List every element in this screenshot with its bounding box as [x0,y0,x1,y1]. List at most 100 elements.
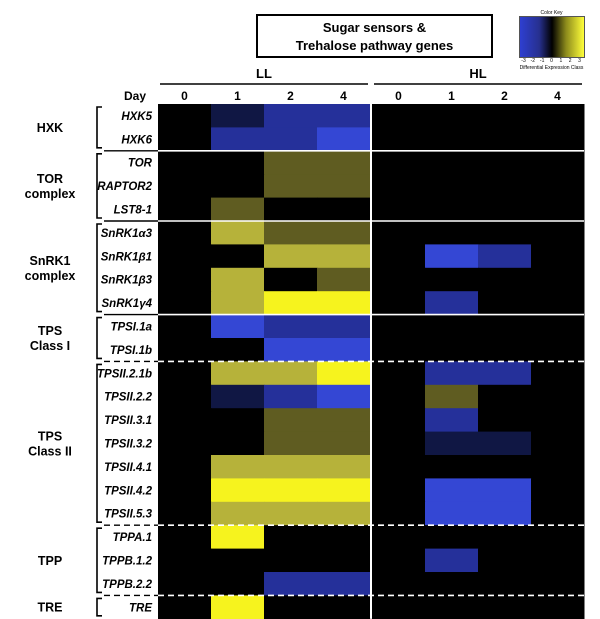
heatmap-cell [264,478,318,503]
heatmap-cell [425,267,479,292]
heatmap-cell [158,244,212,269]
group-bracket [96,597,102,617]
heatmap-cell [317,361,371,386]
gene-label: TPPB.1.2 [102,556,152,568]
heatmap-cell [264,104,318,128]
heatmap-cell [425,221,479,245]
gene-label: RAPTOR2 [97,181,152,193]
color-key-tick: -2 [530,58,536,64]
group-label: complex [25,187,76,201]
heatmap-cell [264,595,318,619]
group-label: Class II [28,444,72,458]
heatmap-cell [264,338,318,362]
heatmap-cell [478,127,532,152]
group-bracket [96,363,102,523]
heatmap-cell [211,104,265,128]
heatmap-cell [158,525,212,550]
heatmap-cell [211,478,265,503]
heatmap-cell [211,197,265,222]
heatmap-cell [211,408,265,433]
heatmap-cell [372,501,426,526]
heatmap-cell [425,595,479,619]
heatmap-cell [317,455,371,479]
gene-label: HXK5 [121,111,152,123]
group-label: SnRK1 [30,254,71,268]
heatmap-cell [317,408,371,433]
gene-label: HXK6 [121,134,152,146]
color-key-tick: -1 [539,58,545,64]
heatmap-cell [211,572,265,596]
day-tick-label: 0 [395,89,402,103]
heatmap-cell [264,384,318,409]
heatmap-cell [531,408,585,433]
heatmap-cell [264,197,318,222]
heatmap-cell [211,384,265,409]
heatmap-cell [264,548,318,573]
group-label: TOR [37,172,63,186]
color-key-tick: 3 [578,58,581,64]
heatmap-cell [211,361,265,386]
day-tick-label: 1 [234,89,241,103]
heatmap-cell [158,197,212,222]
heatmap-cell [531,431,585,456]
heatmap-cell [425,361,479,386]
heatmap-cell [478,525,532,550]
condition-label-hl: HL [469,66,486,81]
group-bracket [96,223,102,313]
heatmap-cell [531,291,585,316]
heatmap-cell [531,478,585,503]
heatmap-cell [372,221,426,245]
gene-label: TPSII.3.1 [104,415,152,427]
color-key-tick: 0 [550,58,553,64]
gene-label: TPSII.4.2 [104,485,153,497]
heatmap-cell [531,127,585,152]
group-label: complex [25,269,76,283]
heatmap-cell [317,291,371,316]
color-key-tick: -3 [521,58,526,64]
heatmap-cell [425,150,479,175]
heatmap-cell [211,455,265,479]
heatmap-cell [372,338,426,362]
color-key-ticks: -3 -2 -1 0 1 2 3 [520,58,584,65]
heatmap-cell [478,244,532,269]
gene-label: TPSI.1b [110,345,152,357]
heatmap-cell [317,525,371,550]
heatmap-cell [372,408,426,433]
heatmap-cell [372,478,426,503]
heatmap-cell [372,174,426,199]
heatmap-cell [264,127,318,152]
gene-label: TPSI.1a [110,322,152,334]
heatmap-cell [158,174,212,199]
heatmap-cell [317,267,371,292]
group-bracket [96,153,102,219]
heatmap-cell [211,431,265,456]
heatmap-cell [531,244,585,269]
heatmap-cell [317,338,371,362]
heatmap-cell [317,244,371,269]
heatmap-cell [372,455,426,479]
heatmap-cell [158,572,212,596]
day-tick-label: 4 [340,89,347,103]
heatmap-cell [211,548,265,573]
heatmap-cell [211,174,265,199]
heatmap-cell [264,244,318,269]
gene-label: TPPB.2.2 [102,579,152,591]
heatmap-cell [478,174,532,199]
chart-title-box: Sugar sensors & Trehalose pathway genes [256,14,493,58]
gene-label: TPSII.2.2 [104,392,153,404]
heatmap-cell [372,104,426,128]
gene-label: LST8-1 [114,205,152,217]
heatmap-cell [478,455,532,479]
heatmap-cell [478,384,532,409]
heatmap-cell [372,548,426,573]
heatmap-cell [372,572,426,596]
condition-label-ll: LL [256,66,272,81]
day-tick-label: 0 [181,89,188,103]
heatmap-cell [372,291,426,316]
gene-label: TPPA.1 [113,532,152,544]
heatmap-cell [425,244,479,269]
heatmap-cell [264,408,318,433]
heatmap-cell [425,291,479,316]
gene-label: SnRK1γ4 [102,298,153,310]
heatmap-cell [478,338,532,362]
